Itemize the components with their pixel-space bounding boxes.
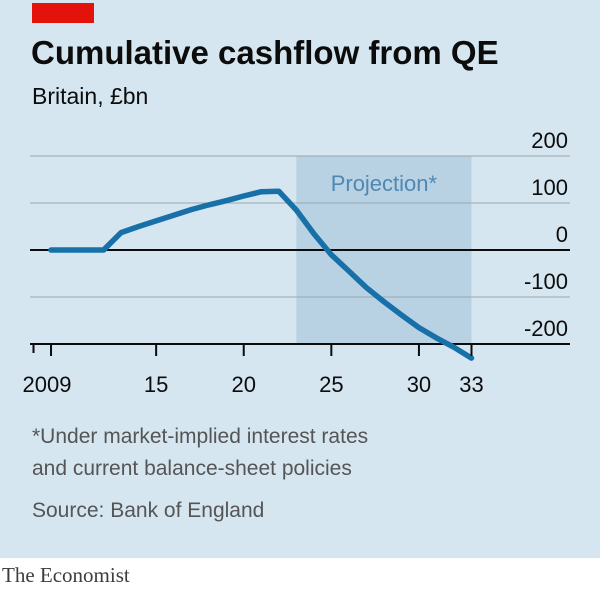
x-tick-label: 20 [231,372,255,397]
brand-wordmark: The Economist [2,563,130,587]
y-tick-label: -200 [524,316,568,341]
x-tick-label: 33 [459,372,483,397]
footnote-line-2: and current balance-sheet policies [32,457,352,480]
x-tick-label: 25 [319,372,343,397]
y-tick-label: 100 [531,175,568,200]
x-tick-label: 30 [407,372,431,397]
brand-red-tab [32,3,94,23]
line-chart: Projection* 200 100 0 -100 -200 2009 15 20 25 30 33 [23,128,570,397]
source-note: Source: Bank of England [32,499,265,522]
y-tick-label: 0 [556,222,568,247]
footnote-line-1: *Under market-implied interest rates [32,425,369,448]
y-tick-label: 200 [531,128,568,153]
projection-label: Projection* [331,171,438,196]
x-tick-label: 2009 [23,372,72,397]
chart-title: Cumulative cashflow from QE [31,34,499,71]
chart-subtitle: Britain, £bn [32,83,149,109]
x-tick-label: 15 [144,372,168,397]
series-line [48,188,475,361]
y-tick-label: -100 [524,269,568,294]
